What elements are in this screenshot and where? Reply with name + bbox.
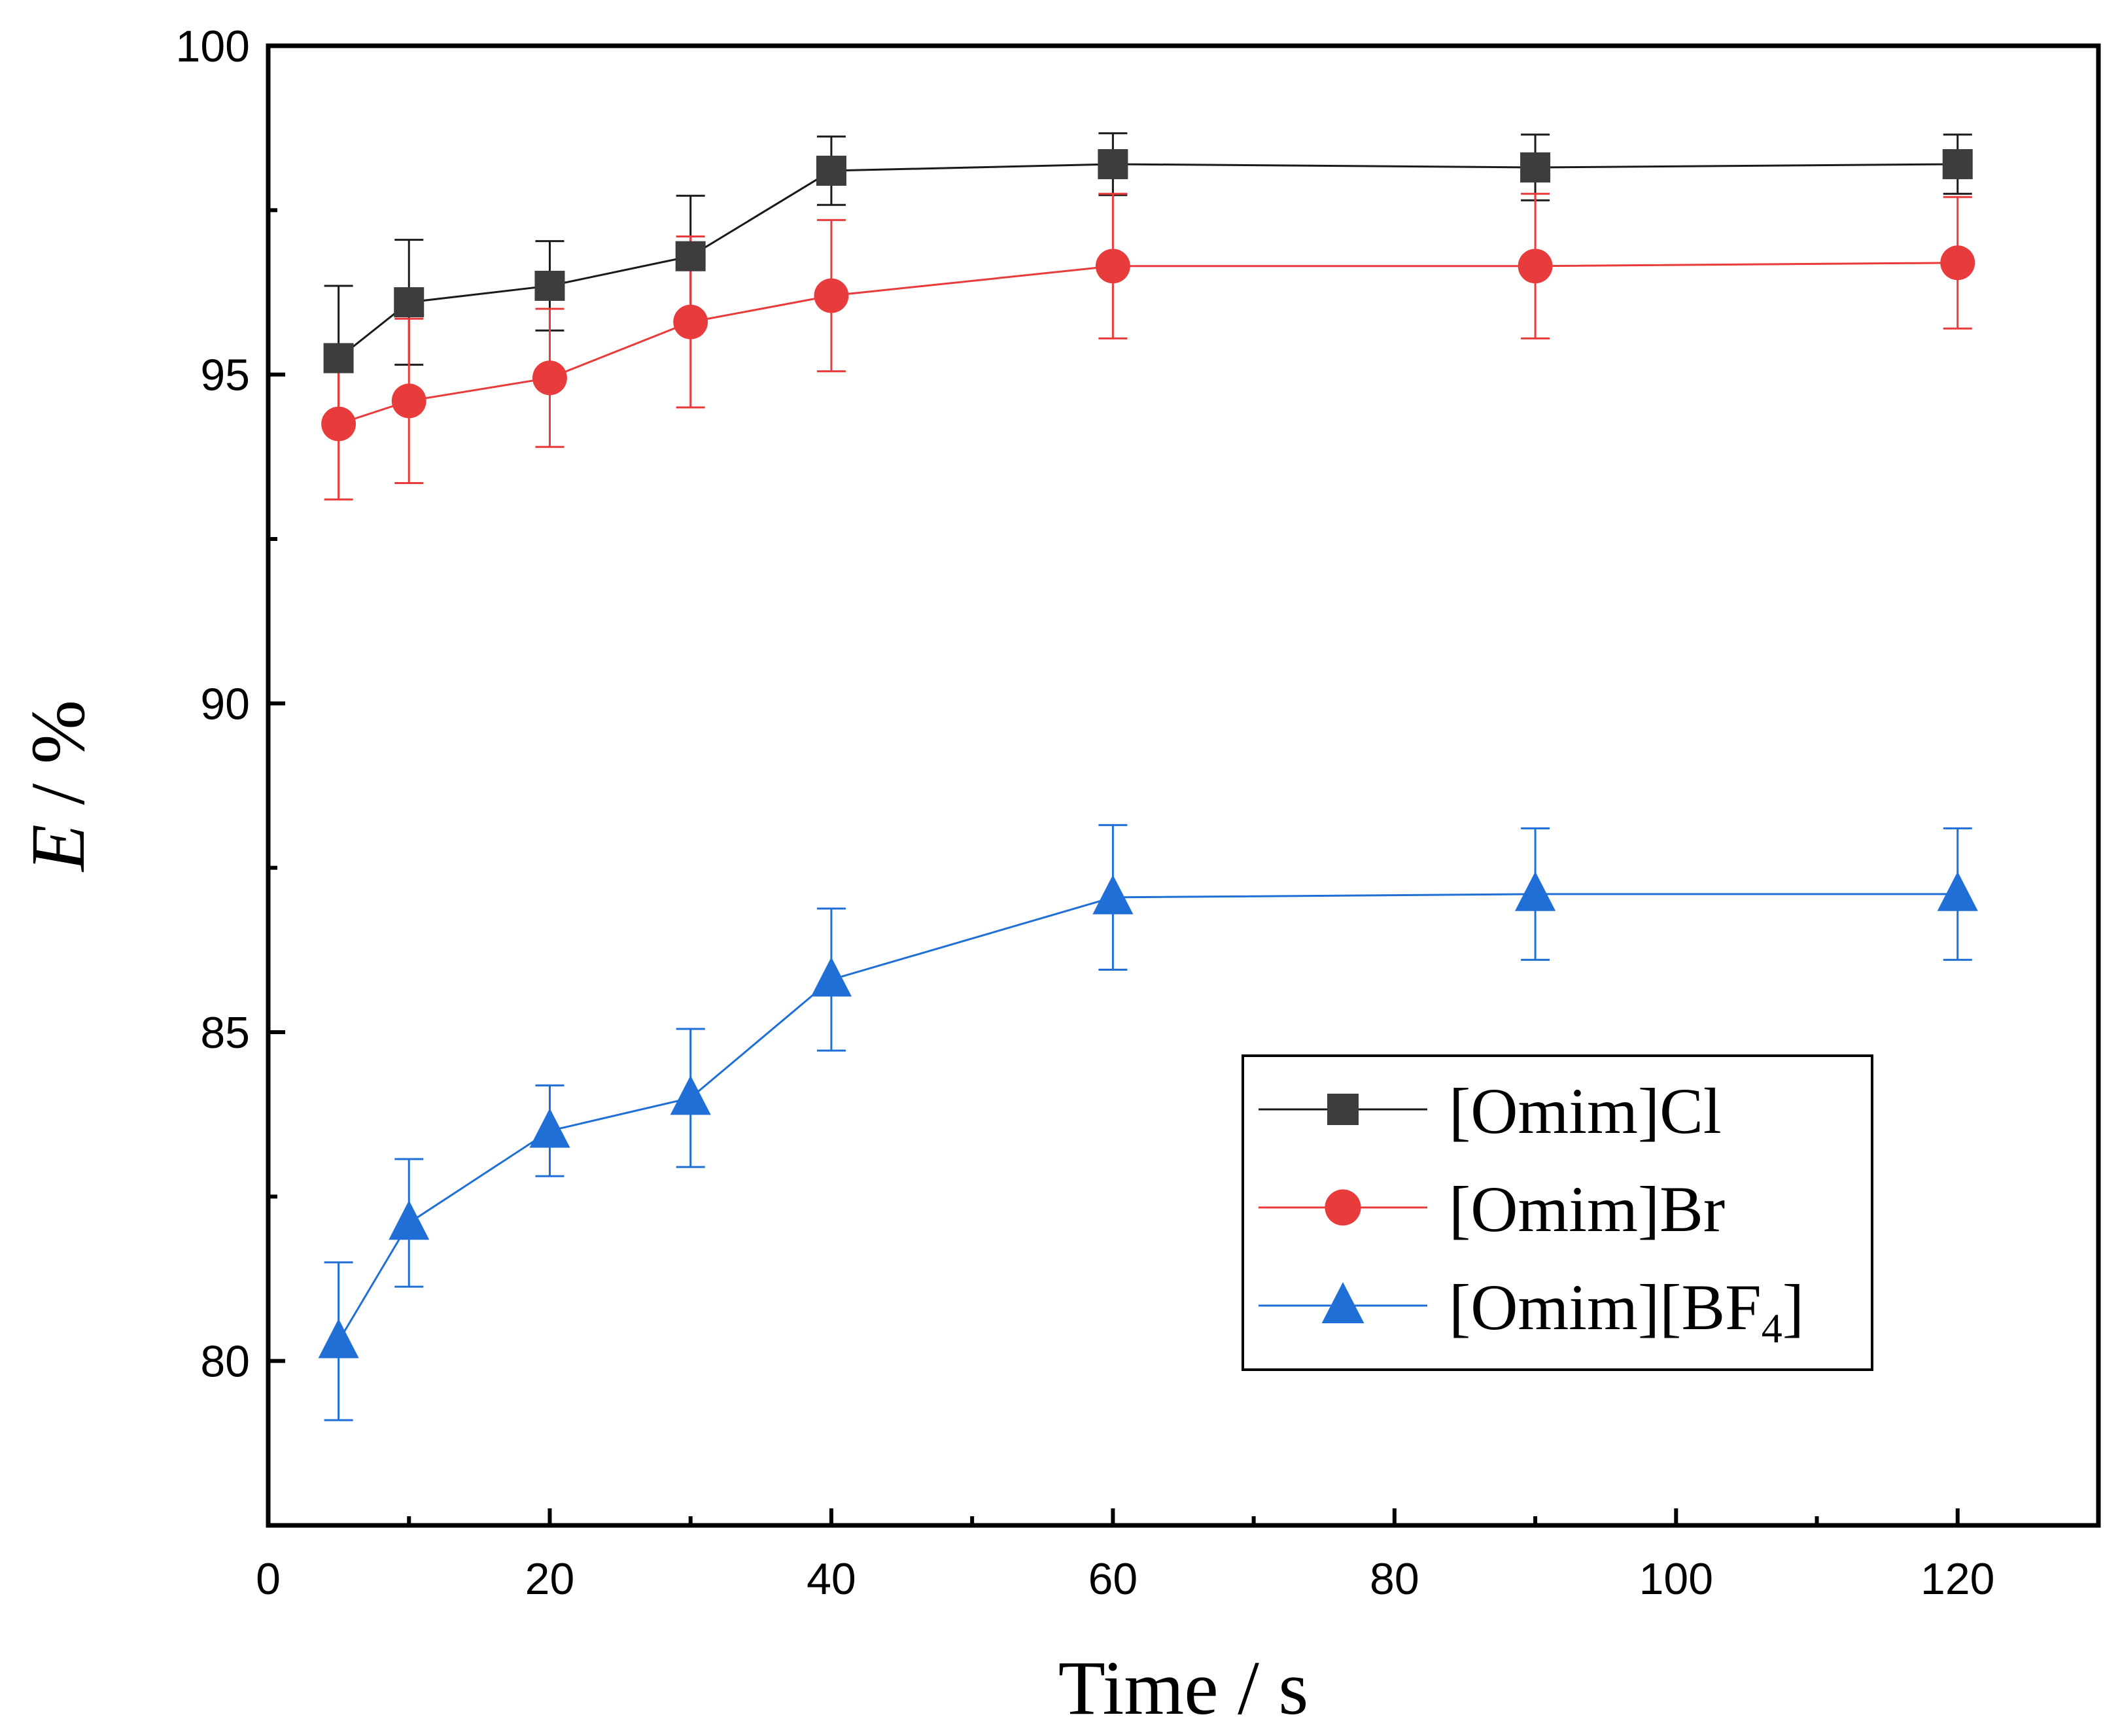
data-point-square xyxy=(675,241,706,271)
data-point-circle xyxy=(532,360,567,396)
data-point-circle xyxy=(321,406,356,442)
data-point-square xyxy=(323,343,354,373)
data-point-triangle xyxy=(389,1200,430,1240)
legend-label: [Omim]Br xyxy=(1449,1173,1725,1245)
legend-marker-square xyxy=(1327,1094,1359,1125)
data-point-circle xyxy=(1518,249,1553,284)
data-point-triangle xyxy=(810,957,852,997)
legend-label: [Omim][BF4] xyxy=(1449,1271,1804,1351)
data-point-circle xyxy=(1095,249,1130,284)
data-point-square xyxy=(1520,152,1551,182)
legend-label-base: [Omim][BF xyxy=(1449,1271,1762,1344)
x-tick-label: 100 xyxy=(1639,1554,1713,1604)
x-tick-label: 0 xyxy=(256,1554,281,1604)
data-point-triangle xyxy=(1515,871,1556,911)
y-tick-label: 85 xyxy=(200,1008,250,1058)
data-point-square xyxy=(1942,148,1973,179)
data-point-triangle xyxy=(1937,871,1978,911)
x-tick-label: 60 xyxy=(1088,1554,1138,1604)
data-point-square xyxy=(1098,148,1128,179)
data-point-circle xyxy=(1940,245,1975,281)
legend-label-subscript: 4 xyxy=(1762,1305,1782,1351)
series-line-circle xyxy=(338,262,1958,425)
axis-ticks-layer: 0 20 40 60 80 100 120 80 85 90 95 100 xyxy=(176,22,2100,1604)
plot-frame xyxy=(266,43,2101,1528)
x-tick-label: 20 xyxy=(525,1554,575,1604)
data-point-square xyxy=(394,287,425,318)
x-tick-label: 80 xyxy=(1370,1554,1419,1604)
markers-layer xyxy=(318,148,1978,1359)
data-point-circle xyxy=(391,383,426,419)
y-tick-label: 90 xyxy=(200,679,250,729)
y-axis-unit: / % xyxy=(15,700,101,824)
data-point-triangle xyxy=(318,1319,359,1359)
data-point-circle xyxy=(673,304,708,339)
data-point-square xyxy=(534,270,565,301)
x-tick-label: 40 xyxy=(807,1554,856,1604)
series-line-square xyxy=(338,163,1958,359)
data-point-triangle xyxy=(1092,875,1134,914)
data-point-circle xyxy=(814,278,849,313)
y-tick-label: 100 xyxy=(176,22,250,71)
y-tick-label: 80 xyxy=(200,1337,250,1387)
y-axis-title: E / % xyxy=(15,700,101,873)
legend-marker-circle xyxy=(1325,1189,1361,1226)
legend-label: [Omim]Cl xyxy=(1449,1075,1722,1147)
series-lines-layer xyxy=(338,163,1958,1342)
x-axis-title: Time / s xyxy=(1058,1645,1309,1731)
data-point-square xyxy=(816,156,846,186)
y-axis-symbol: E xyxy=(15,824,101,873)
data-point-triangle xyxy=(529,1108,570,1148)
legend: [Omim]Cl [Omim]Br [Omim][BF4] xyxy=(1242,1054,1873,1371)
legend-label-tail: ] xyxy=(1782,1271,1804,1344)
series-line-triangle xyxy=(338,893,1958,1342)
data-point-triangle xyxy=(670,1075,711,1115)
legend-marker-triangle xyxy=(1321,1282,1364,1323)
x-tick-label: 120 xyxy=(1920,1554,1994,1604)
y-tick-label: 95 xyxy=(200,351,250,400)
